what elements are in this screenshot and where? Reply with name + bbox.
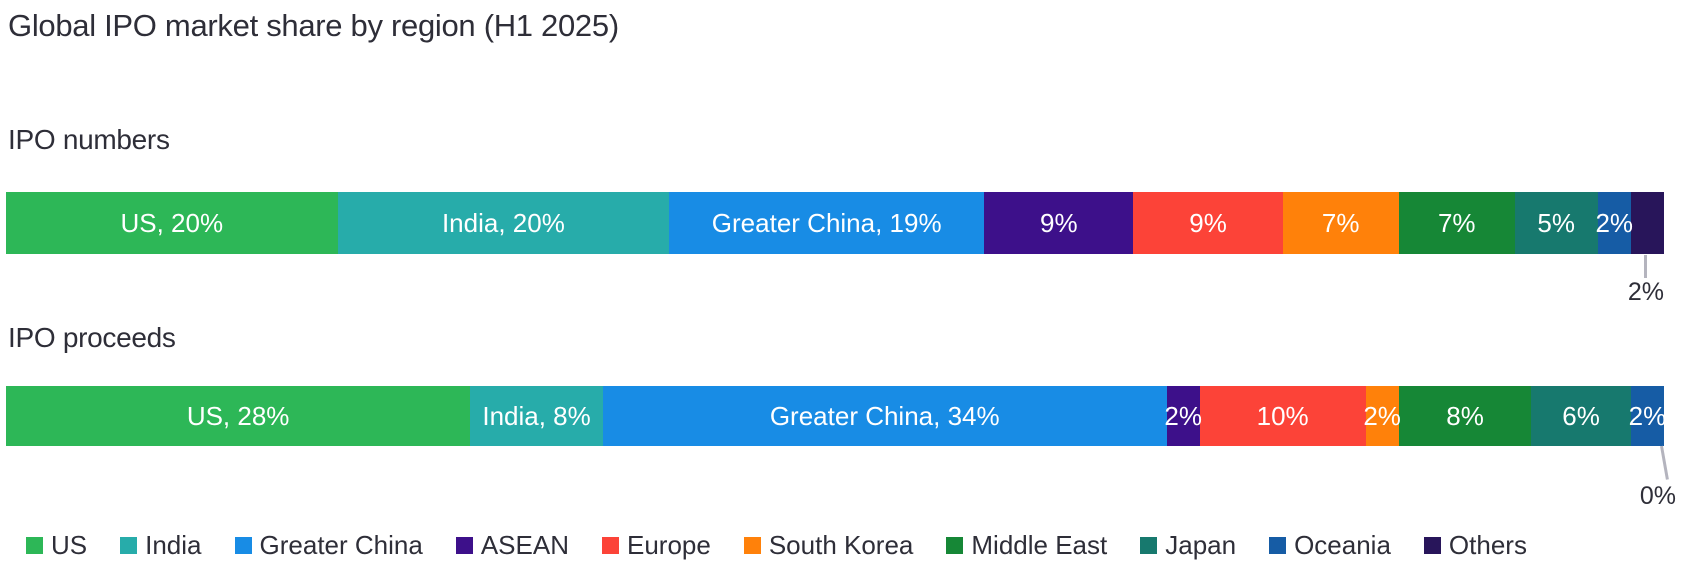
others-callout-label-proceeds: 0% <box>1639 482 1676 510</box>
legend-swatch-south-korea <box>743 537 761 554</box>
legend-swatch-middle-east <box>946 537 964 554</box>
legend-label: Greater China <box>259 530 423 560</box>
bar-segment-label: US, 20% <box>120 207 224 238</box>
bar-segment-others <box>1630 192 1664 254</box>
bar-segment-label: 2% <box>1628 400 1667 431</box>
legend-label: Europe <box>626 530 711 560</box>
bar-segment-greater-china: Greater China, 34% <box>602 386 1167 446</box>
bar-segment-oceania: 2% <box>1595 192 1634 254</box>
bar-segment-south-korea: 2% <box>1363 386 1401 446</box>
legend-swatch-asean <box>455 537 473 554</box>
bar-segment-label: US, 28% <box>186 400 290 431</box>
others-leader-line-proceeds <box>1660 445 1669 480</box>
bar-segment-middle-east: 8% <box>1398 386 1532 446</box>
legend-label: ASEAN <box>480 530 569 560</box>
legend-item-others: Others <box>1423 530 1527 561</box>
bar-segment-label: 8% <box>1446 400 1484 431</box>
bar-segment-middle-east: 7% <box>1398 192 1515 254</box>
bar-segment-japan: 6% <box>1531 386 1631 446</box>
bar-segment-japan: 5% <box>1514 192 1598 254</box>
bar-segment-label: 2% <box>1164 400 1202 431</box>
legend-swatch-japan <box>1140 537 1158 554</box>
legend-item-japan: Japan <box>1140 530 1236 561</box>
ipo-numbers-bar: US, 20% India, 20% Greater China, 19% 9% 9% 7… <box>6 192 1664 254</box>
legend-swatch-greater-china <box>234 537 252 554</box>
ipo-proceeds-heading: IPO proceeds <box>8 322 176 353</box>
bar-segment-europe: 9% <box>1133 192 1283 254</box>
bar-segment-label: Greater China, 19% <box>711 207 942 238</box>
bar-segment-us: US, 28% <box>6 386 471 446</box>
bar-segment-label: 10% <box>1256 400 1309 431</box>
legend-swatch-india <box>120 537 138 554</box>
bar-segment-oceania: 2% <box>1628 386 1667 446</box>
legend-item-oceania: Oceania <box>1269 530 1391 561</box>
bar-segment-south-korea: 7% <box>1282 192 1399 254</box>
legend-item-us: US <box>26 530 87 561</box>
legend-label: Japan <box>1165 530 1237 560</box>
legend-swatch-oceania <box>1269 537 1287 554</box>
legend-label: Oceania <box>1294 530 1391 560</box>
legend-item-south-korea: South Korea <box>743 530 914 561</box>
legend: US India Greater China ASEAN Europe South Kor… <box>26 530 1527 561</box>
chart-title: Global IPO market share by region (H1 20… <box>8 8 619 43</box>
legend-swatch-us <box>26 537 43 554</box>
legend-label: Middle East <box>971 530 1108 560</box>
bar-segment-label: 9% <box>1040 207 1078 238</box>
legend-label: US <box>51 530 88 560</box>
ipo-proceeds-bar: US, 28% India, 8% Greater China, 34% 2% 10% 2… <box>6 386 1667 446</box>
bar-segment-label: India, 8% <box>482 400 591 431</box>
bar-segment-asean: 2% <box>1164 386 1202 446</box>
bar-segment-label: 9% <box>1189 207 1227 238</box>
legend-swatch-europe <box>601 537 619 554</box>
bar-segment-label: 7% <box>1437 207 1476 238</box>
legend-item-india: India <box>120 530 202 561</box>
legend-item-middle-east: Middle East <box>946 530 1107 561</box>
bar-segment-label: 7% <box>1321 207 1360 238</box>
others-callout-label-numbers: 2% <box>1627 278 1664 306</box>
bar-segment-europe: 10% <box>1199 386 1366 446</box>
bar-segment-label: 2% <box>1595 207 1634 238</box>
bar-segment-india: India, 8% <box>470 386 603 446</box>
bar-segment-label: 2% <box>1363 400 1401 431</box>
bar-segment-us: US, 20% <box>6 192 338 254</box>
bar-segment-label: 5% <box>1537 207 1575 238</box>
legend-swatch-others <box>1423 537 1441 554</box>
legend-item-asean: ASEAN <box>455 530 569 561</box>
others-leader-line-numbers <box>1644 255 1647 278</box>
bar-segment-greater-china: Greater China, 19% <box>669 192 985 254</box>
ipo-numbers-heading: IPO numbers <box>8 124 170 155</box>
bar-segment-label: India, 20% <box>441 207 565 238</box>
legend-label: India <box>145 530 202 560</box>
legend-item-greater-china: Greater China <box>234 530 423 561</box>
legend-label: Others <box>1448 530 1527 560</box>
bar-segment-label: 6% <box>1562 400 1600 431</box>
legend-item-europe: Europe <box>601 530 711 561</box>
bar-segment-asean: 9% <box>984 192 1134 254</box>
legend-label: South Korea <box>768 530 914 560</box>
bar-segment-label: Greater China, 34% <box>769 400 1000 431</box>
bar-segment-india: India, 20% <box>337 192 670 254</box>
